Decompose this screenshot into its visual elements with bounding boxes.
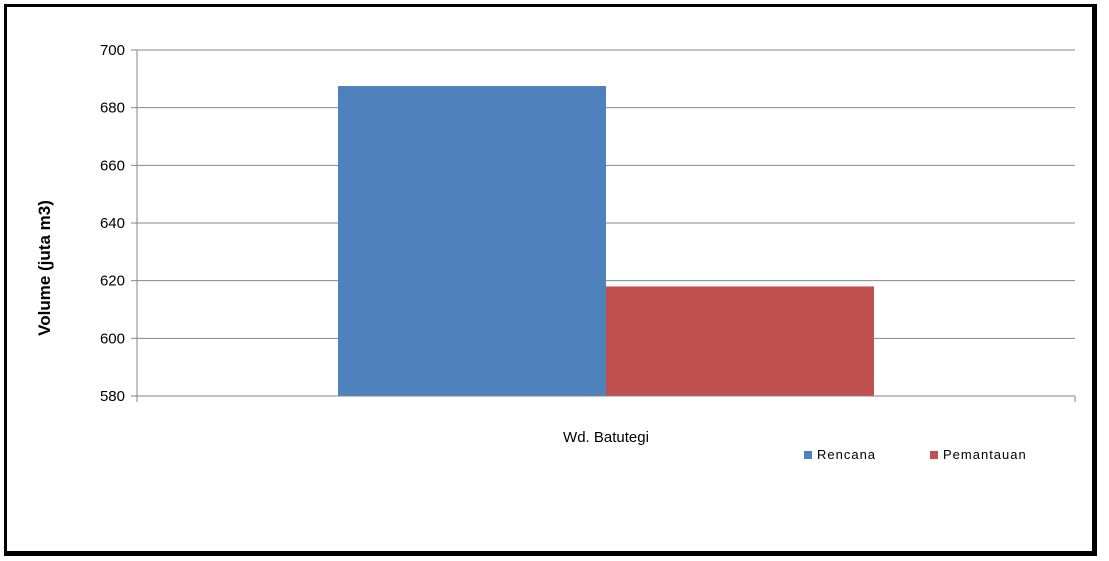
legend-label-rencana: Rencana: [817, 447, 876, 462]
y-tick-label-680: 680: [100, 100, 125, 117]
legend: Rencana Pemantauan: [804, 447, 1027, 462]
y-axis-ticks: 580 600 620 640 660 680 700: [100, 42, 137, 405]
y-tick-label-640: 640: [100, 215, 125, 232]
category-label: Wd. Batutegi: [563, 429, 649, 446]
legend-swatch-pemantauan: [930, 451, 938, 459]
y-tick-label-580: 580: [100, 388, 125, 405]
legend-label-pemantauan: Pemantauan: [943, 447, 1027, 462]
y-tick-label-600: 600: [100, 330, 125, 347]
y-axis-label: Volume (juta m3): [35, 200, 54, 336]
y-tick-label-700: 700: [100, 42, 125, 59]
bars: [338, 86, 874, 397]
y-tick-label-660: 660: [100, 157, 125, 174]
bar-rencana: [338, 86, 606, 397]
y-tick-label-620: 620: [100, 273, 125, 290]
legend-swatch-rencana: [804, 451, 812, 459]
bar-pemantauan: [606, 286, 874, 396]
